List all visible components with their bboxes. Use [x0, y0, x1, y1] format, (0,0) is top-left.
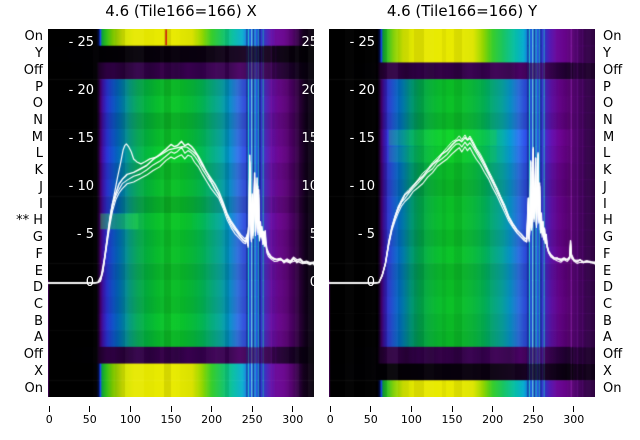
row-label-a-right: A	[603, 330, 612, 346]
row-label-c-right: C	[603, 297, 613, 312]
x-tick-0	[329, 406, 331, 412]
row-label-on-left: On	[24, 29, 43, 45]
row-label-off-right: Off	[603, 62, 623, 78]
x-tick-150	[170, 406, 172, 412]
row-label-c-left: C	[33, 297, 43, 312]
row-label-l-right: L	[603, 146, 611, 162]
x-tick-250	[251, 406, 253, 412]
row-label-h-right: H	[603, 213, 613, 229]
x-tick-label-100: 100	[119, 413, 141, 426]
x-tick-50	[89, 406, 91, 412]
row-label-h-left: ** H	[16, 213, 43, 229]
x-tick-50	[370, 406, 372, 412]
row-label-e-right: E	[603, 263, 612, 279]
x-tick-label-200: 200	[201, 413, 223, 426]
row-label-off-left: Off	[23, 347, 43, 363]
row-label-k-right: K	[603, 163, 612, 179]
y-tick-label-inner-5: - 5	[357, 227, 375, 242]
row-label-g-right: G	[603, 230, 614, 246]
y-tick-label-inner-0: 0	[85, 275, 94, 290]
row-label-b-right: B	[603, 313, 612, 329]
row-label-o-left: O	[32, 96, 43, 112]
row-label-i-right: I	[603, 196, 607, 212]
panel-title-x: 4.6 (Tile166=166) X	[105, 2, 257, 20]
x-tick-150	[451, 406, 453, 412]
row-label-o-right: O	[603, 96, 614, 112]
row-label-p-left: P	[35, 79, 43, 95]
row-label-p-right: P	[603, 79, 611, 95]
y-tick-label-inner-25: - 25	[68, 35, 94, 50]
x-tick-label-150: 150	[441, 413, 463, 426]
x-tick-250	[532, 406, 534, 412]
row-label-m-left: M	[31, 129, 43, 145]
row-label-x-right: X	[603, 363, 612, 379]
x-tick-label-200: 200	[482, 413, 504, 426]
row-label-on-left: On	[24, 380, 43, 396]
y-tick-label-inner-25: - 25	[349, 35, 375, 50]
y-tick-label-inner-10: - 10	[68, 179, 94, 194]
x-tick-200	[211, 406, 213, 412]
row-label-x-left: X	[34, 363, 43, 379]
x-tick-label-150: 150	[160, 413, 182, 426]
row-label-g-left: G	[32, 230, 43, 246]
row-label-e-left: E	[34, 263, 43, 279]
x-tick-label-100: 100	[400, 413, 422, 426]
x-tick-0	[48, 406, 50, 412]
x-tick-label-0: 0	[45, 413, 53, 426]
y-tick-label-inner-5: - 5	[76, 227, 94, 242]
row-label-m-right: M	[603, 129, 615, 145]
x-tick-label-300: 300	[282, 413, 304, 426]
row-label-d-left: D	[32, 280, 43, 296]
x-tick-300	[292, 406, 294, 412]
row-label-off-right: Off	[603, 347, 623, 363]
x-tick-100	[410, 406, 412, 412]
row-label-k-left: K	[34, 163, 43, 179]
row-label-f-right: F	[603, 246, 611, 262]
row-label-y-right: Y	[603, 46, 611, 62]
row-label-l-left: L	[35, 146, 43, 162]
x-tick-100	[129, 406, 131, 412]
x-tick-label-250: 250	[522, 413, 544, 426]
row-label-a-left: A	[34, 330, 43, 346]
x-tick-label-300: 300	[563, 413, 585, 426]
row-label-f-left: F	[35, 246, 43, 262]
row-label-i-left: I	[39, 196, 43, 212]
x-tick-label-0: 0	[326, 413, 334, 426]
x-tick-300	[573, 406, 575, 412]
row-label-d-right: D	[603, 280, 614, 296]
y-tick-label-inner-20: - 20	[349, 83, 375, 98]
x-tick-label-50: 50	[363, 413, 378, 426]
x-tick-200	[492, 406, 494, 412]
y-tick-label-inner-15: - 15	[349, 131, 375, 146]
row-label-j-left: J	[39, 179, 43, 195]
y-tick-label-inner-15: - 15	[68, 131, 94, 146]
row-label-off-left: Off	[23, 62, 43, 78]
heatmap-panel-y	[329, 29, 595, 397]
row-label-b-left: B	[34, 313, 43, 329]
row-label-j-right: J	[603, 179, 607, 195]
y-tick-label-inner-0: 0	[366, 275, 375, 290]
x-tick-label-250: 250	[241, 413, 263, 426]
panel-title-y: 4.6 (Tile166=166) Y	[386, 2, 538, 20]
heatmap-panel-x	[48, 29, 314, 397]
y-tick-label-inner-10: - 10	[349, 179, 375, 194]
x-tick-label-50: 50	[82, 413, 97, 426]
row-label-y-left: Y	[35, 46, 43, 62]
y-tick-label-inner-20: - 20	[68, 83, 94, 98]
row-label-on-right: On	[603, 29, 622, 45]
row-label-on-right: On	[603, 380, 622, 396]
row-label-n-left: N	[33, 113, 43, 128]
row-label-n-right: N	[603, 113, 613, 128]
